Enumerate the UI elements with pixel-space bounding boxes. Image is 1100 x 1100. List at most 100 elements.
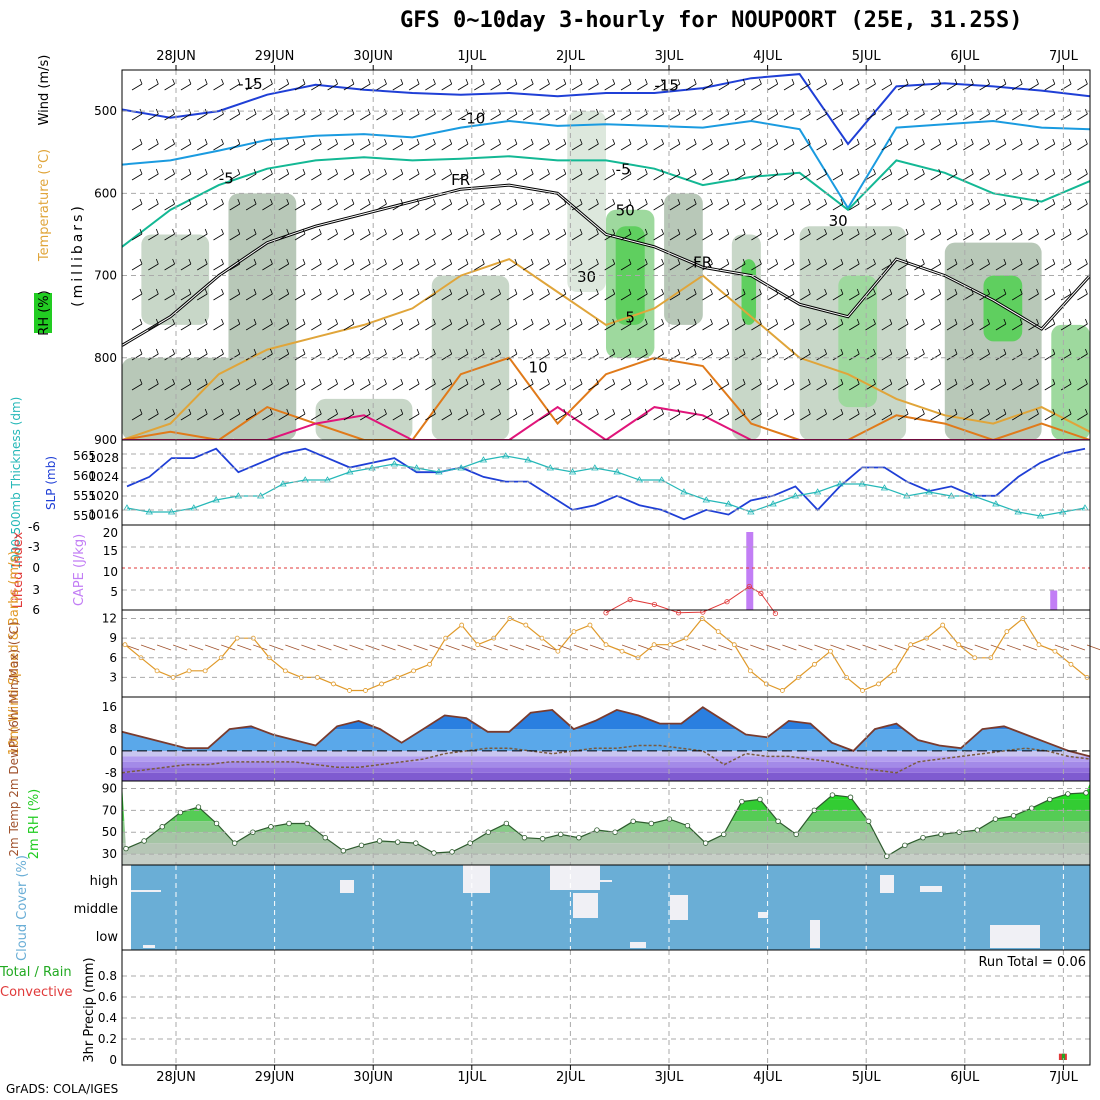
wind-barb <box>865 143 876 151</box>
wind-barb-flag <box>693 108 697 115</box>
wind-barb <box>734 323 746 331</box>
wind-barb <box>816 293 827 301</box>
wind-barb <box>213 113 224 121</box>
wind-barb <box>148 233 159 241</box>
wind-barb <box>734 233 746 241</box>
wind-barb <box>557 644 573 651</box>
wind-barb-flag <box>416 108 420 115</box>
wind-barb-flag <box>596 348 599 355</box>
wind-barb <box>702 203 713 211</box>
wind-barb-flag <box>873 318 876 325</box>
wind-barb <box>930 83 941 91</box>
wind-barb <box>555 203 567 211</box>
wind-barb <box>832 413 844 421</box>
wind-barb <box>327 323 338 331</box>
wind-barb <box>653 353 664 361</box>
wind-barb-flag <box>547 318 550 325</box>
wind-barb <box>571 413 583 421</box>
wind-barb-flag <box>856 408 860 415</box>
wind-barb <box>800 233 811 241</box>
wind-barb-flag <box>1019 108 1023 115</box>
rh-point <box>1010 813 1017 819</box>
wind-barb-flag <box>742 78 746 85</box>
wind-barb <box>148 353 159 361</box>
wind-barb-flag <box>628 288 632 295</box>
wind-barb <box>718 383 730 391</box>
wind-barb-flag <box>579 258 583 265</box>
wind-barb <box>734 143 746 151</box>
wind-barb <box>702 83 713 91</box>
wind-barb <box>196 323 208 331</box>
wind-barb-flag <box>938 258 942 265</box>
wind-barb-flag <box>270 288 273 295</box>
wind-barb <box>441 293 452 301</box>
cape-bar <box>746 532 754 610</box>
wind-barb <box>881 323 893 331</box>
wind-barb <box>245 83 257 91</box>
wind-barb <box>474 263 485 271</box>
thickness-point <box>1059 508 1067 515</box>
wind-barb-flag <box>970 78 974 85</box>
contour-label: -15 <box>654 77 679 95</box>
wind-barb-flag <box>286 138 290 145</box>
wind-barb-flag <box>530 108 534 115</box>
wind-barb <box>278 83 289 91</box>
time-label-top: 6JUL <box>950 49 980 64</box>
wind-barb-flag <box>237 138 241 145</box>
wind-barb-flag <box>759 318 762 325</box>
wind-barb-flag <box>384 288 387 295</box>
wind-barb <box>881 113 893 121</box>
wind-barb-flag <box>563 348 567 355</box>
wind-barb-flag <box>367 378 371 385</box>
wind-barb <box>196 143 208 151</box>
wind-barb <box>441 233 452 241</box>
wind-barb <box>946 353 958 361</box>
wind-barb <box>800 83 811 91</box>
wind-barb-flag <box>335 288 338 295</box>
wind-barb <box>1060 293 1072 301</box>
wind-barb <box>555 143 567 151</box>
wind-barb <box>881 383 893 391</box>
wind-barb-flag <box>759 198 762 205</box>
wind-barb-flag <box>856 138 860 145</box>
wind-barb <box>1011 323 1023 331</box>
wind-barb <box>1011 413 1023 421</box>
li-tick-label: -3 <box>28 540 40 554</box>
cloud-block <box>573 893 598 918</box>
temperature-side-label: Temperature (°C) <box>37 149 52 262</box>
wind-barb-flag <box>139 408 143 415</box>
wind-barb-flag <box>416 408 420 415</box>
wind-barb <box>832 263 844 271</box>
wind-barb <box>669 323 681 331</box>
wind-barb <box>539 323 550 331</box>
wind-speed-line <box>124 617 1088 692</box>
wind-barb-flag <box>710 258 713 265</box>
wind-barb-flag <box>563 378 567 385</box>
wind-barb <box>832 383 844 391</box>
wind-barb <box>506 143 518 151</box>
wind-barb-flag <box>1052 78 1056 85</box>
rh-point <box>521 834 528 841</box>
wind-barb <box>914 263 925 271</box>
thickness-point <box>568 468 577 475</box>
wind-barb-flag <box>922 138 925 145</box>
wind-barb-flag <box>987 258 990 265</box>
wind-barb-flag <box>481 168 485 175</box>
wind-barb-flag <box>987 138 990 145</box>
wind-barb-flag <box>873 348 876 355</box>
wind-barb <box>995 203 1007 211</box>
wind-barb-flag <box>840 378 844 385</box>
wind-speed-point <box>731 642 737 648</box>
wind-barb <box>474 383 485 391</box>
wind-barb-flag <box>579 408 583 415</box>
wind-barb-flag <box>221 78 224 85</box>
wind-barb <box>229 173 241 181</box>
wind-barb-flag <box>351 108 355 115</box>
wind-barb <box>180 83 192 91</box>
wind-barb <box>376 203 387 211</box>
wind-barb <box>262 383 273 391</box>
wind-barb-flag <box>579 378 583 385</box>
wind-barb <box>897 233 909 241</box>
wind-barb <box>588 323 599 331</box>
precip-convective-label: Convective <box>0 985 73 1000</box>
